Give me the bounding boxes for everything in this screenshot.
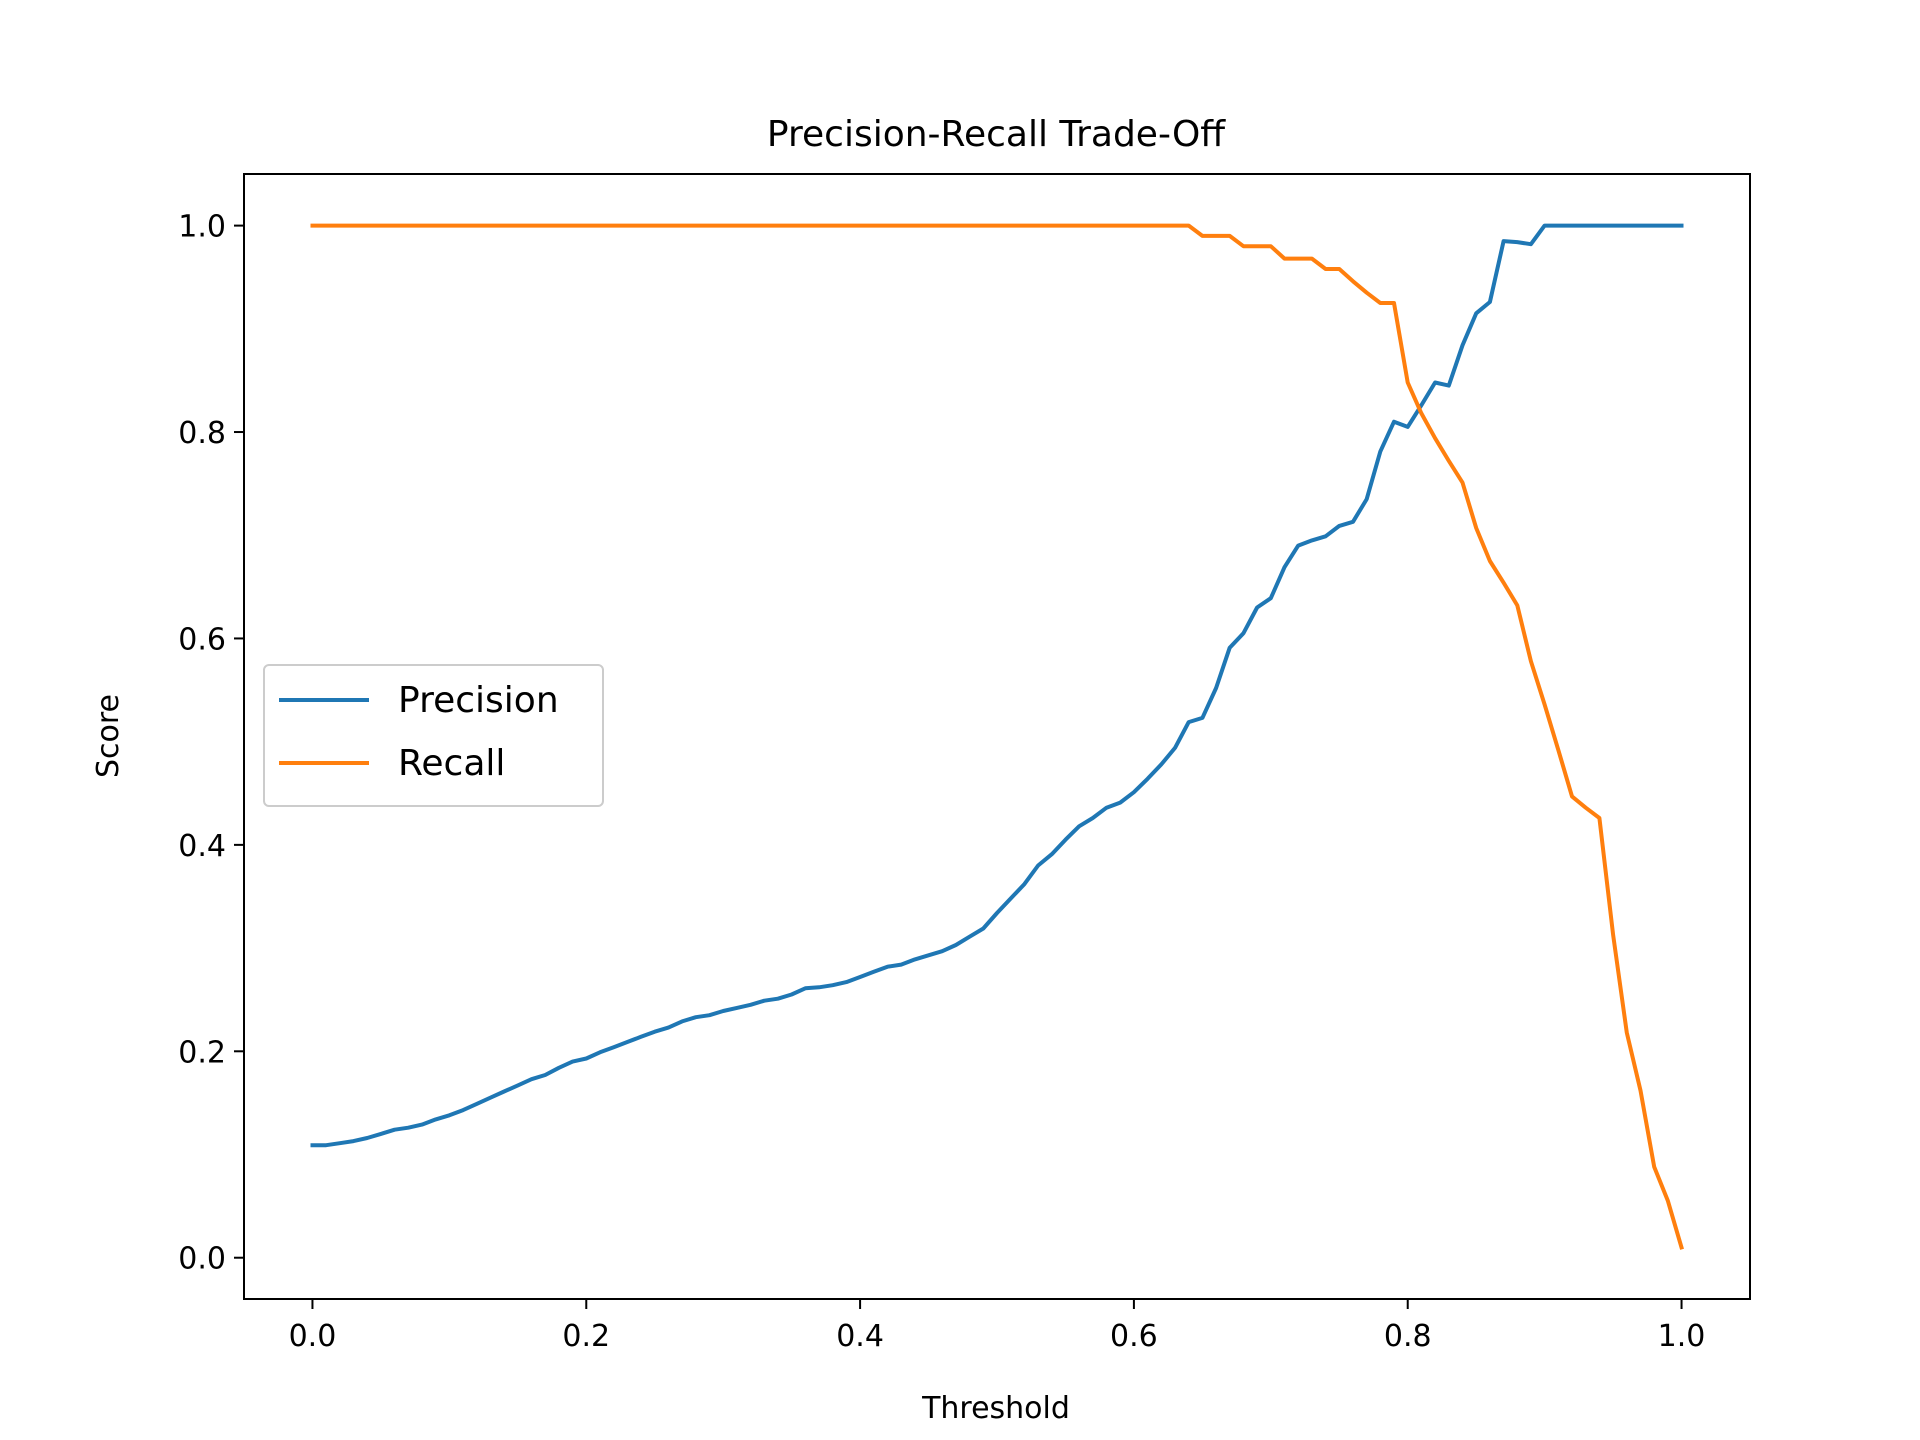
plot-frame bbox=[243, 173, 1751, 1300]
x-tick-label: 0.6 bbox=[1110, 1319, 1158, 1354]
x-tick-label: 0.0 bbox=[289, 1319, 337, 1354]
x-axis: 0.0 0.2 0.4 0.6 0.8 1.0 bbox=[289, 1299, 1706, 1354]
x-tick-label: 0.2 bbox=[562, 1319, 610, 1354]
series-layer bbox=[310, 223, 1684, 1250]
x-tick-label: 0.8 bbox=[1384, 1319, 1432, 1354]
y-axis-label: Score bbox=[91, 694, 126, 778]
legend: Precision Recall bbox=[263, 664, 604, 807]
precision-line bbox=[310, 223, 1684, 1148]
y-tick-label: 0.4 bbox=[178, 829, 226, 864]
y-tick-label: 1.0 bbox=[178, 210, 226, 245]
x-tick-label: 1.0 bbox=[1658, 1319, 1706, 1354]
recall-line bbox=[310, 223, 1684, 1250]
legend-recall-label: Recall bbox=[398, 743, 505, 784]
x-tick-label: 0.4 bbox=[836, 1319, 884, 1354]
legend-precision-label: Precision bbox=[398, 680, 559, 721]
chart-title: Precision-Recall Trade-Off bbox=[767, 114, 1226, 155]
x-axis-label: Threshold bbox=[921, 1391, 1070, 1426]
y-tick-label: 0.2 bbox=[178, 1035, 226, 1070]
y-axis: 0.0 0.2 0.4 0.6 0.8 1.0 bbox=[178, 210, 244, 1277]
y-tick-label: 0.6 bbox=[178, 622, 226, 657]
y-tick-label: 0.0 bbox=[178, 1242, 226, 1277]
y-tick-label: 0.8 bbox=[178, 416, 226, 451]
